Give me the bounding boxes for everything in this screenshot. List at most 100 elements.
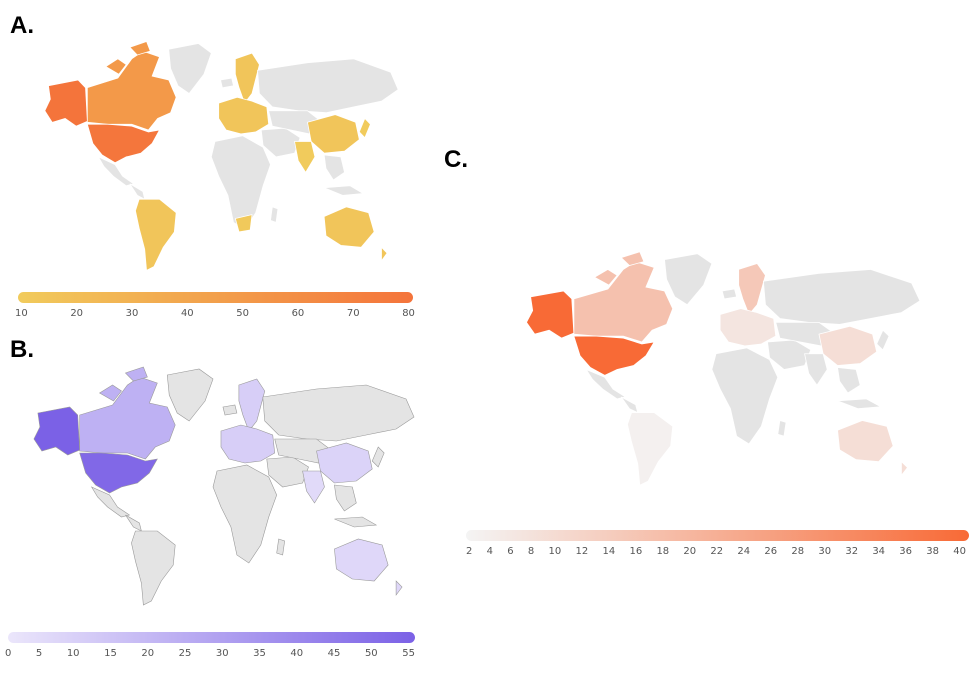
region-se-asia — [334, 484, 357, 512]
region-indonesia — [324, 185, 365, 196]
region-europe — [220, 424, 276, 464]
ticks-c: 2 4 6 8 10 12 14 16 18 20 22 24 26 28 30 32 34 36 38 40 — [466, 546, 966, 557]
region-australia — [323, 206, 375, 248]
tick-label: 22 — [710, 546, 724, 557]
ticks-a: 10 20 30 40 50 60 70 80 — [15, 308, 415, 319]
region-middle-east — [266, 456, 309, 488]
tick-label: 30 — [215, 648, 229, 659]
world-map-b — [33, 366, 415, 606]
region-nz — [381, 246, 388, 262]
region-scandinavia — [238, 378, 266, 432]
region-india — [294, 141, 316, 174]
region-greenland — [166, 368, 214, 422]
region-usa — [79, 452, 158, 494]
tick-label: 30 — [818, 546, 832, 557]
panel-c-label: C. — [444, 146, 468, 173]
tick-label: 2 — [466, 546, 473, 557]
tick-label: 10 — [66, 648, 80, 659]
tick-label: 14 — [602, 546, 616, 557]
tick-label: 60 — [291, 308, 305, 319]
region-nz — [395, 580, 403, 596]
region-mexico — [90, 486, 131, 518]
region-arctic — [99, 366, 148, 402]
region-south-america — [135, 198, 177, 271]
scale-c: 2 4 6 8 10 12 14 16 18 20 22 24 26 28 30 32 34 36 38 40 — [466, 530, 969, 560]
region-india — [302, 470, 325, 504]
tick-label: 20 — [141, 648, 155, 659]
world-map-a — [44, 41, 399, 271]
region-middle-east — [767, 339, 812, 370]
region-europe — [218, 96, 270, 135]
region-alaska — [44, 79, 88, 127]
region-south-america — [131, 530, 176, 606]
region-china — [307, 114, 360, 154]
ticks-b: 0 5 10 15 20 25 30 35 40 45 50 55 — [5, 648, 415, 659]
tick-label: 70 — [346, 308, 360, 319]
tick-label: 25 — [178, 648, 192, 659]
tick-label: 10 — [15, 308, 28, 319]
region-india — [804, 353, 828, 386]
tick-label: 10 — [548, 546, 562, 557]
tick-label: 20 — [70, 308, 84, 319]
tick-label: 12 — [575, 546, 589, 557]
region-arctic — [593, 251, 645, 286]
region-se-asia — [323, 154, 345, 181]
region-iceland — [222, 404, 238, 416]
tick-label: 36 — [899, 546, 913, 557]
region-australia — [334, 538, 389, 582]
tick-label: 40 — [290, 648, 304, 659]
region-mexico — [97, 156, 135, 187]
tick-label: 5 — [35, 648, 43, 659]
tick-label: 0 — [5, 648, 12, 659]
region-russia — [262, 384, 415, 442]
region-central — [125, 514, 142, 532]
region-iceland — [220, 77, 234, 89]
region-mexico — [585, 368, 627, 400]
tick-label: 38 — [926, 546, 940, 557]
region-madagascar — [777, 419, 787, 437]
region-south-africa — [234, 214, 253, 233]
tick-label: 55 — [402, 648, 415, 659]
region-scandinavia — [234, 52, 260, 104]
region-china — [316, 442, 373, 484]
region-japan — [876, 329, 890, 351]
tick-label: 18 — [656, 546, 670, 557]
region-madagascar — [276, 538, 285, 556]
colorbar-b — [8, 632, 415, 643]
panel-a-label: A. — [10, 12, 34, 39]
tick-label: 40 — [953, 546, 966, 557]
region-greenland — [168, 43, 212, 94]
region-africa — [212, 464, 278, 564]
region-canada — [79, 376, 176, 460]
tick-label: 24 — [737, 546, 751, 557]
region-china — [818, 325, 878, 366]
region-africa — [210, 135, 271, 231]
region-indonesia — [837, 398, 883, 410]
panel-b-label: B. — [10, 336, 34, 363]
region-greenland — [664, 253, 713, 306]
tick-label: 20 — [683, 546, 697, 557]
region-indonesia — [334, 516, 378, 528]
scale-a: 10 20 30 40 50 60 70 80 — [15, 292, 415, 322]
tick-label: 16 — [629, 546, 643, 557]
tick-label: 50 — [364, 648, 378, 659]
region-canada — [86, 50, 177, 131]
region-arctic — [105, 41, 151, 75]
tick-label: 50 — [236, 308, 249, 319]
tick-label: 35 — [253, 648, 266, 659]
region-middle-east — [260, 127, 301, 158]
region-japan — [358, 117, 371, 139]
region-usa — [573, 335, 655, 376]
region-scandinavia — [738, 263, 766, 316]
region-south-america — [626, 412, 674, 486]
tick-label: 26 — [764, 546, 778, 557]
colorbar-a — [18, 292, 413, 303]
tick-label: 8 — [527, 546, 535, 557]
region-europe — [719, 308, 777, 347]
region-alaska — [526, 290, 575, 339]
region-africa — [711, 347, 779, 445]
tick-label: 80 — [402, 308, 415, 319]
tick-label: 30 — [125, 308, 139, 319]
tick-label: 4 — [486, 546, 493, 557]
tick-label: 32 — [845, 546, 859, 557]
